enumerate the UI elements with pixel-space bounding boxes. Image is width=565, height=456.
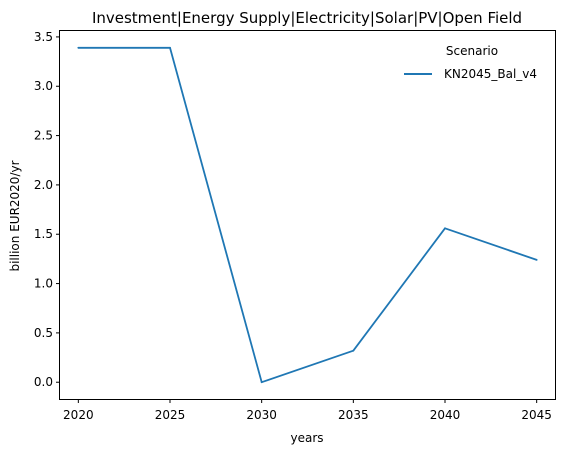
- data-point: [77, 46, 80, 49]
- x-tick-label: 2045: [521, 408, 552, 422]
- x-tick-label: 2035: [338, 408, 369, 422]
- y-tick-label: 0.5: [34, 326, 53, 340]
- legend-label: KN2045_Bal_v4: [444, 67, 537, 81]
- data-point: [169, 46, 171, 49]
- x-tick-label: 2040: [430, 408, 461, 422]
- data-point: [535, 259, 538, 261]
- x-axis: 2020 2025 2030 2035 2040 2045: [63, 399, 552, 422]
- y-tick-label: 2.0: [34, 178, 53, 192]
- data-point: [352, 349, 355, 352]
- y-tick-label: 2.5: [34, 129, 53, 143]
- x-axis-label: years: [290, 431, 323, 445]
- y-tick-label: 3.5: [34, 30, 53, 44]
- y-axis: 0.0 0.5 1.0 1.5 2.0 2.5 3.0 3.5: [34, 30, 60, 389]
- y-tick-label: 1.0: [34, 277, 53, 291]
- y-axis-label: billion EUR2020/yr: [8, 160, 22, 271]
- chart-title: Investment|Energy Supply|Electricity|Sol…: [92, 9, 522, 27]
- x-tick-label: 2025: [155, 408, 186, 422]
- x-tick-label: 2020: [63, 408, 94, 422]
- data-point: [260, 381, 263, 384]
- y-tick-label: 3.0: [34, 79, 53, 93]
- series-line: [78, 46, 537, 384]
- series-layer: [77, 46, 538, 384]
- plot-frame: [59, 30, 556, 400]
- legend-title: Scenario: [446, 44, 498, 58]
- y-tick-label: 1.5: [34, 227, 53, 241]
- x-tick-label: 2030: [246, 408, 277, 422]
- data-point: [444, 227, 446, 230]
- y-tick-label: 0.0: [34, 375, 53, 389]
- legend: Scenario KN2045_Bal_v4: [404, 44, 537, 81]
